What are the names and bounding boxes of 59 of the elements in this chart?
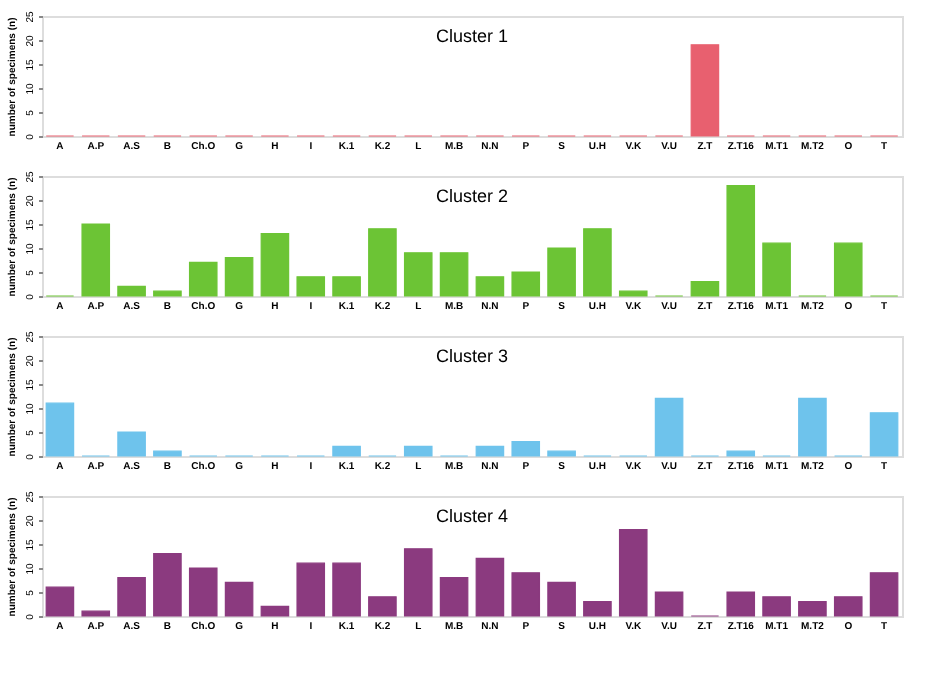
- bar: [654, 397, 684, 457]
- bar: [439, 577, 469, 617]
- bar: [762, 242, 791, 297]
- text: Cluster 1: [435, 26, 509, 47]
- bar: [798, 601, 827, 617]
- bar: [798, 397, 827, 457]
- bar: [224, 257, 254, 297]
- bar: [547, 247, 576, 297]
- bar: [153, 290, 182, 297]
- bar: [332, 276, 361, 297]
- bar: [869, 412, 899, 457]
- bar: [368, 228, 397, 297]
- bar: [45, 586, 75, 617]
- bar: [475, 445, 505, 457]
- bar: [45, 402, 75, 457]
- bar: [188, 261, 218, 297]
- bar: [153, 553, 182, 617]
- bar: [726, 185, 756, 297]
- bar: [618, 290, 648, 297]
- bar: [403, 252, 433, 297]
- bar: [511, 572, 541, 617]
- bar: [583, 601, 612, 617]
- bar: [475, 276, 505, 297]
- bar: [726, 450, 756, 457]
- bar: [224, 581, 254, 617]
- bar: [511, 271, 541, 297]
- bar: [869, 572, 899, 617]
- bar: [833, 242, 863, 297]
- bar: [81, 223, 111, 297]
- bar: [583, 228, 612, 297]
- bar: [153, 450, 182, 457]
- bar: [547, 450, 576, 457]
- bar: [475, 557, 505, 617]
- bar: [547, 581, 576, 617]
- bar: [403, 548, 433, 617]
- text: Cluster 3: [435, 346, 509, 367]
- bar: [296, 276, 326, 297]
- bar: [188, 567, 218, 617]
- bar: [762, 596, 791, 617]
- bar: [368, 596, 397, 617]
- bar: [439, 252, 469, 297]
- bar: [260, 605, 290, 617]
- bar: [260, 233, 290, 297]
- bar: [833, 596, 863, 617]
- text: Cluster 4: [435, 506, 509, 527]
- bar: [81, 610, 111, 617]
- bar: [117, 431, 146, 457]
- bar: [618, 529, 648, 617]
- bar: [117, 285, 146, 297]
- bar: [117, 577, 146, 617]
- bar: [654, 591, 684, 617]
- bar: [296, 562, 326, 617]
- bar: [511, 441, 541, 457]
- text: Cluster 2: [435, 186, 509, 207]
- bar: [726, 591, 756, 617]
- bar: [332, 445, 361, 457]
- bar: [332, 562, 361, 617]
- bar: [403, 445, 433, 457]
- bar: [690, 281, 720, 297]
